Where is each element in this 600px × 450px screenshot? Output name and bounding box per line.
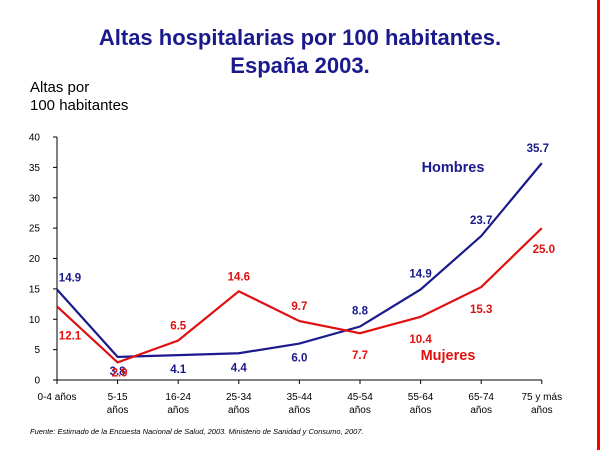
series-name-mujeres: Mujeres: [421, 348, 476, 364]
y-tick-label: 15: [29, 284, 41, 295]
data-label-mujeres: 9.7: [291, 301, 307, 313]
y-axis-title: Altas por 100 habitantes: [30, 79, 128, 115]
y-tick-label: 25: [29, 224, 41, 235]
x-tick-label: 0-4 años: [38, 392, 77, 403]
data-label-mujeres: 6.5: [170, 321, 187, 333]
source-note: Fuente: Estimado de la Encuesta Nacional…: [30, 427, 364, 436]
chart-title: Altas hospitalarias por 100 habitantes. …: [0, 24, 600, 80]
series-line-hombres: [56, 162, 543, 359]
chart-title-line-2: España 2003.: [230, 53, 370, 78]
y-axis-title-line-2: 100 habitantes: [30, 97, 129, 114]
x-tick-label: 35-44 años: [287, 392, 313, 416]
x-tick-label: 25-34 años: [226, 392, 252, 416]
data-label-hombres: 35.7: [527, 143, 549, 155]
slide-edge-stripe: [597, 0, 600, 450]
x-tick-label: 5-15 años: [107, 392, 129, 416]
x-tick-label: 45-54 años: [347, 392, 373, 416]
y-tick-label: 30: [29, 193, 41, 204]
y-tick-label: 5: [34, 345, 40, 356]
data-label-mujeres: 10.4: [409, 334, 432, 346]
data-label-hombres: 6.0: [291, 353, 307, 365]
x-tick-label: 65-74 años: [468, 392, 494, 416]
series-line-mujeres: [56, 227, 543, 364]
data-label-hombres: 3.8: [110, 366, 127, 378]
data-label-hombres: 8.8: [352, 306, 369, 318]
y-tick-label: 10: [29, 315, 41, 326]
data-label-mujeres: 12.1: [59, 330, 82, 342]
y-tick-label: 0: [34, 376, 40, 387]
data-label-mujeres: 15.3: [470, 304, 492, 316]
y-axis-title-line-1: Altas por: [30, 79, 90, 96]
series-name-hombres: Hombres: [422, 160, 485, 176]
data-label-hombres: 14.9: [409, 268, 431, 280]
data-label-hombres: 23.7: [470, 215, 492, 227]
data-label-hombres: 4.4: [231, 362, 248, 374]
data-label-mujeres: 14.6: [228, 271, 250, 283]
y-tick-label: 40: [29, 133, 41, 144]
data-label-mujeres: 7.7: [352, 350, 368, 362]
x-tick-label: 75 y más años: [522, 392, 563, 416]
y-tick-label: 20: [29, 254, 41, 265]
data-label-mujeres: 2.9: [112, 367, 128, 379]
data-label-hombres: 4.1: [170, 364, 187, 376]
y-tick-label: 35: [29, 163, 41, 174]
x-tick-label: 55-64 años: [408, 392, 434, 416]
data-label-hombres: 14.9: [59, 272, 81, 284]
x-tick-label: 16-24 años: [165, 392, 191, 416]
chart-title-line-1: Altas hospitalarias por 100 habitantes.: [98, 25, 502, 50]
data-label-mujeres: 25.0: [533, 244, 555, 256]
